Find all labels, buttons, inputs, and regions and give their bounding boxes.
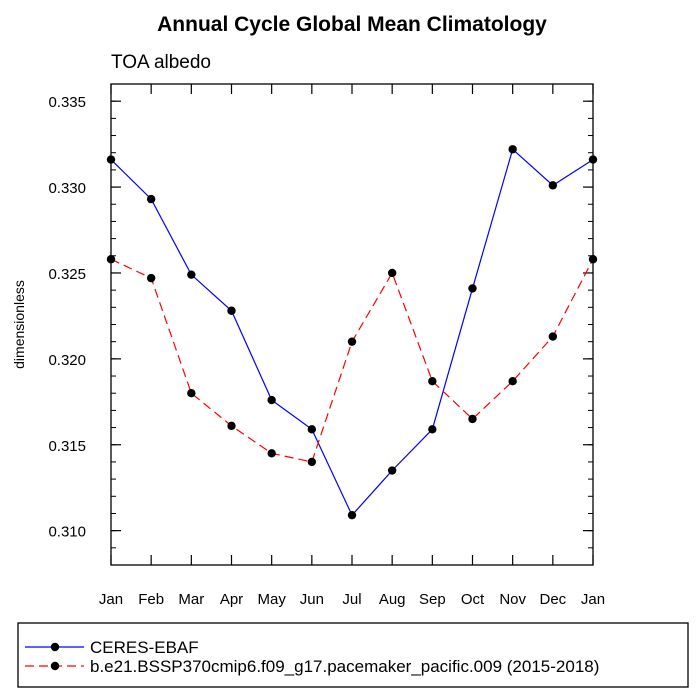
series-line-1 [110, 148, 594, 517]
y-tick-label: 0.320 [48, 352, 86, 369]
chart-title: Annual Cycle Global Mean Climatology [157, 13, 547, 36]
x-tick-label: Apr [220, 591, 243, 608]
plot-frame [110, 83, 594, 566]
x-tick-label: Dec [539, 591, 566, 608]
y-tick-label: 0.325 [48, 266, 86, 283]
x-tick-label: Oct [461, 591, 485, 608]
x-tick-label: Sep [419, 591, 446, 608]
series-1-point [387, 466, 397, 475]
x-tick-label: Jul [342, 591, 361, 608]
x-tick-label: Nov [499, 591, 526, 608]
series-1-point [267, 395, 276, 405]
series-2-point [187, 389, 196, 398]
series-2-point [146, 273, 156, 283]
legend-frame [17, 622, 689, 688]
y-tick-label: 0.330 [48, 180, 86, 197]
legend-label-2: b.e21.BSSP370cmip6.f09_g17.pacemaker_pac… [90, 657, 599, 676]
series-2-point [307, 457, 317, 467]
x-tick-label: Jan [581, 591, 605, 608]
x-tick-label: Jan [99, 591, 123, 608]
legend-label-1: CERES-EBAF [90, 638, 199, 657]
series-2-point [227, 421, 236, 431]
legend-marker-2 [50, 661, 60, 671]
series-1-point [146, 194, 156, 204]
series-2-point [508, 376, 517, 386]
series-1-point [187, 270, 196, 279]
chart-subtitle: TOA albedo [111, 52, 211, 73]
x-tick-label: Aug [379, 591, 406, 608]
series-2-point [428, 376, 437, 386]
series-2-point [468, 414, 477, 424]
x-tick-label: Jun [300, 591, 324, 608]
series-2-point [548, 332, 558, 341]
y-axis-label: dimensionless [11, 280, 27, 369]
series-1-point [508, 145, 517, 154]
series-1-point [227, 306, 236, 315]
x-tick-label: Mar [178, 591, 204, 608]
series-1-point [428, 425, 437, 434]
series-1-point [468, 284, 477, 293]
series-2-point [267, 449, 276, 458]
series-2-point [347, 337, 357, 346]
series-1-point [347, 510, 357, 520]
y-tick-label: 0.335 [48, 94, 86, 111]
y-tick-label: 0.310 [48, 524, 86, 541]
plot-area: 0.310 0.315 0.320 0.325 0.330 0.335 Jan Feb Mar A… [48, 83, 605, 608]
series-line-2 [110, 258, 594, 463]
series-2-point [387, 268, 397, 278]
series-1-point [548, 181, 558, 190]
legend-marker-1 [50, 642, 60, 652]
y-tick-label: 0.315 [48, 438, 86, 455]
x-tick-label: Feb [138, 591, 164, 608]
legend: CERES-EBAFb.e21.BSSP370cmip6.f09_g17.pac… [25, 638, 599, 676]
x-tick-label: May [257, 591, 286, 608]
series-1-point [307, 425, 317, 434]
